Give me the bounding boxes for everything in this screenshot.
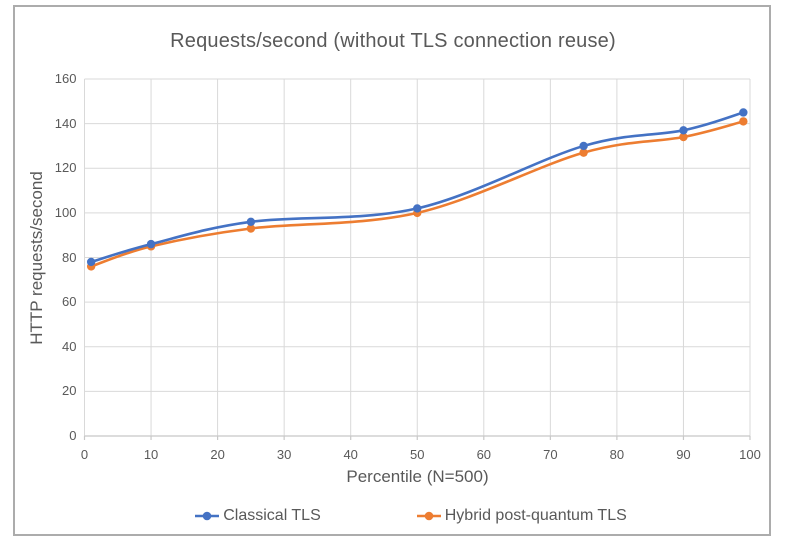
x-tick-label: 40 — [343, 447, 358, 462]
x-tick-label: 80 — [609, 447, 625, 462]
legend-item-classical-tls: Classical TLS — [195, 507, 321, 525]
x-tick-label: 0 — [80, 447, 89, 462]
data-point-marker — [579, 141, 588, 151]
y-tick-label: 120 — [54, 160, 77, 176]
data-point-marker — [146, 239, 156, 249]
y-axis-title: HTTP requests/second — [27, 171, 46, 345]
y-tick-label: 140 — [54, 115, 77, 131]
data-point-marker — [739, 117, 748, 126]
legend-line-marker-icon — [416, 511, 441, 521]
x-tick-label: 60 — [476, 447, 492, 462]
data-point-marker — [739, 108, 748, 117]
y-tick-label: 40 — [62, 338, 77, 354]
legend-label-classical-tls: Classical TLS — [223, 507, 321, 524]
data-point-marker — [413, 204, 422, 213]
x-tick-label: 50 — [410, 447, 425, 462]
data-point-marker — [679, 132, 688, 142]
legend-label-hybrid-pq-tls: Hybrid post-quantum TLS — [444, 507, 627, 524]
x-tick-label: 70 — [543, 447, 558, 462]
x-tick-label: 90 — [676, 447, 691, 462]
y-tick-label: 160 — [54, 71, 77, 86]
y-tick-label: 80 — [62, 249, 77, 265]
y-tick-label: 0 — [69, 428, 77, 443]
chart-title: Requests/second (without TLS connection … — [170, 30, 616, 52]
data-point-marker — [86, 257, 96, 267]
x-tick-label: 100 — [739, 447, 761, 462]
data-point-marker — [679, 126, 688, 135]
data-point-marker — [579, 148, 588, 157]
data-point-marker — [246, 224, 256, 233]
x-tick-label: 20 — [210, 447, 225, 462]
y-tick-label: 60 — [62, 294, 77, 310]
legend: Classical TLS Hybrid post-quantum TLS — [18, 504, 786, 528]
legend-item-hybrid-pq-tls: Hybrid post-quantum TLS — [416, 507, 627, 525]
legend-line-marker-icon — [195, 511, 220, 521]
y-tick-label: 20 — [62, 383, 77, 399]
data-point-marker — [246, 217, 256, 226]
y-tick-label: 100 — [54, 204, 77, 220]
x-axis-title: Percentile (N=500) — [346, 467, 489, 486]
x-tick-label: 30 — [276, 447, 292, 462]
x-tick-label: 10 — [143, 447, 159, 462]
